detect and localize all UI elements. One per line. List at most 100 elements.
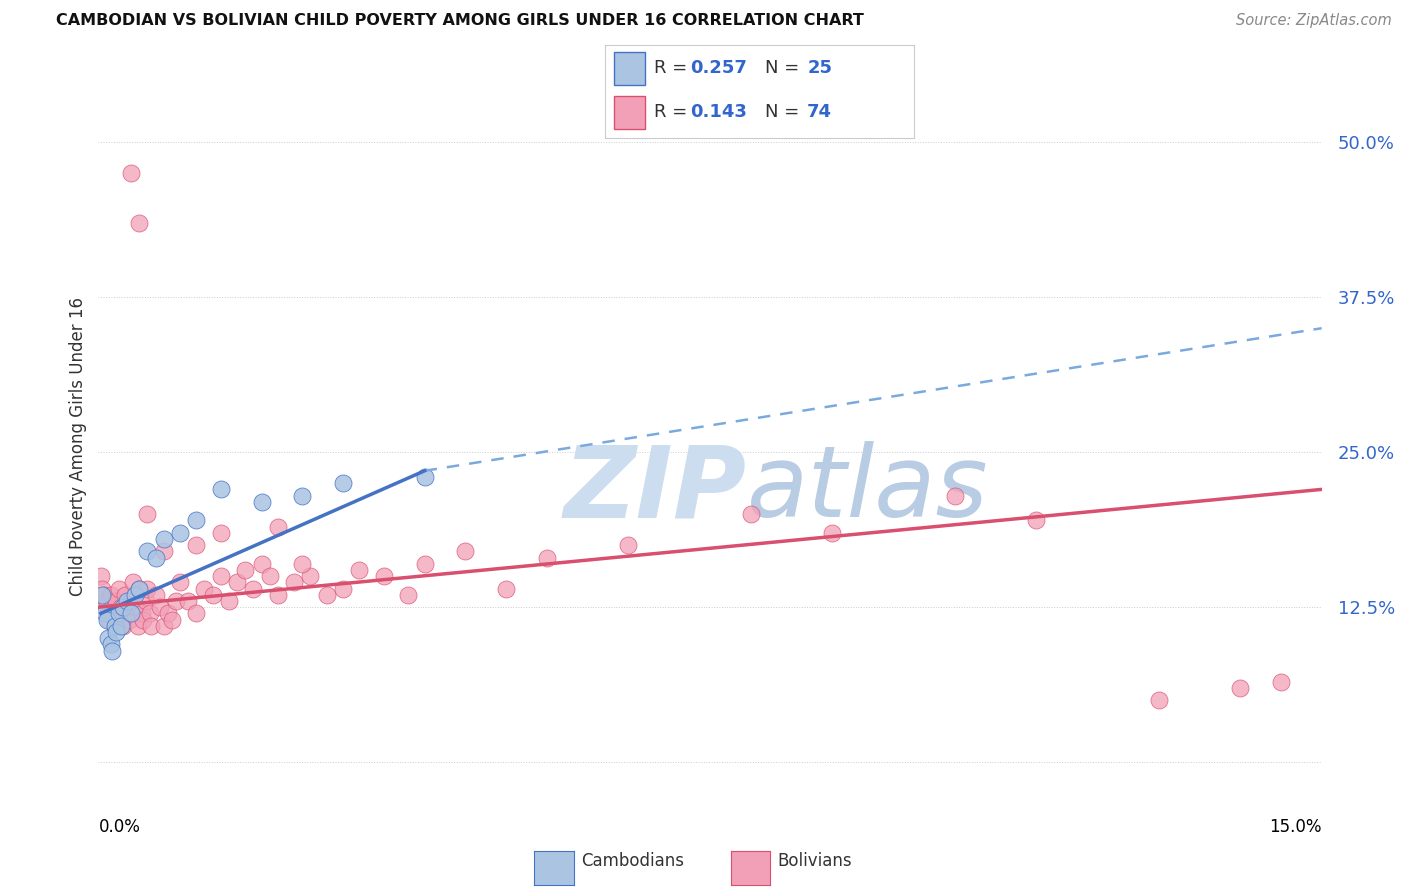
- Point: [209, 483, 232, 497]
- Point: [110, 619, 132, 633]
- Point: [120, 607, 142, 621]
- Point: [124, 588, 146, 602]
- Bar: [614, 96, 645, 129]
- Point: [136, 582, 159, 596]
- Point: [98, 613, 121, 627]
- Point: [233, 563, 256, 577]
- Point: [91, 588, 114, 602]
- Point: [250, 557, 273, 571]
- Point: [136, 544, 159, 558]
- Text: CAMBODIAN VS BOLIVIAN CHILD POVERTY AMONG GIRLS UNDER 16 CORRELATION CHART: CAMBODIAN VS BOLIVIAN CHILD POVERTY AMON…: [56, 13, 865, 29]
- Text: 74: 74: [807, 103, 832, 120]
- Point: [413, 557, 436, 571]
- Point: [115, 607, 138, 621]
- Point: [111, 619, 134, 633]
- Bar: [614, 52, 645, 85]
- Point: [821, 525, 844, 540]
- Point: [169, 575, 191, 590]
- Text: Source: ZipAtlas.com: Source: ZipAtlas.com: [1236, 13, 1392, 29]
- Text: N =: N =: [765, 60, 806, 78]
- Point: [332, 582, 354, 596]
- Point: [315, 588, 337, 602]
- Point: [118, 613, 141, 627]
- Point: [740, 507, 762, 521]
- Point: [1147, 693, 1170, 707]
- Point: [96, 594, 118, 608]
- Point: [100, 637, 122, 651]
- Text: 0.143: 0.143: [690, 103, 747, 120]
- Point: [186, 607, 208, 621]
- Point: [104, 619, 127, 633]
- Point: [156, 607, 179, 621]
- Text: 0.0%: 0.0%: [98, 818, 141, 836]
- Point: [110, 600, 132, 615]
- Point: [127, 619, 149, 633]
- Point: [226, 575, 249, 590]
- Point: [186, 513, 208, 527]
- Text: 0.257: 0.257: [690, 60, 747, 78]
- Point: [94, 607, 117, 621]
- Point: [267, 519, 290, 533]
- Point: [349, 563, 371, 577]
- Point: [145, 588, 167, 602]
- Point: [454, 544, 477, 558]
- Point: [108, 582, 131, 596]
- Point: [209, 525, 232, 540]
- Point: [108, 607, 131, 621]
- Point: [128, 582, 150, 596]
- Y-axis label: Child Poverty Among Girls Under 16: Child Poverty Among Girls Under 16: [69, 296, 87, 596]
- Point: [120, 166, 142, 180]
- Point: [90, 569, 112, 583]
- Point: [186, 538, 208, 552]
- Point: [152, 544, 174, 558]
- Point: [1270, 674, 1292, 689]
- Point: [332, 476, 354, 491]
- Point: [105, 594, 128, 608]
- Point: [115, 594, 138, 608]
- Point: [177, 594, 200, 608]
- Point: [283, 575, 305, 590]
- Point: [93, 588, 115, 602]
- Point: [120, 594, 142, 608]
- Point: [101, 607, 124, 621]
- Point: [209, 569, 232, 583]
- Text: R =: R =: [654, 103, 693, 120]
- Point: [165, 594, 187, 608]
- Text: R =: R =: [654, 60, 693, 78]
- Point: [136, 507, 159, 521]
- Point: [104, 619, 127, 633]
- Point: [617, 538, 640, 552]
- Point: [131, 607, 153, 621]
- Point: [101, 643, 124, 657]
- Point: [291, 557, 314, 571]
- Point: [536, 550, 558, 565]
- Text: Cambodians: Cambodians: [581, 852, 683, 870]
- Text: ZIP: ZIP: [564, 442, 747, 539]
- Point: [160, 613, 183, 627]
- Point: [124, 600, 146, 615]
- Point: [201, 588, 224, 602]
- Point: [135, 594, 157, 608]
- Point: [299, 569, 322, 583]
- Point: [149, 600, 172, 615]
- Point: [91, 582, 114, 596]
- Point: [94, 600, 117, 615]
- Point: [152, 619, 174, 633]
- Point: [128, 216, 150, 230]
- Point: [97, 631, 120, 645]
- Point: [495, 582, 517, 596]
- Point: [139, 607, 162, 621]
- Point: [111, 600, 134, 615]
- Point: [97, 607, 120, 621]
- Point: [242, 582, 264, 596]
- Text: N =: N =: [765, 103, 806, 120]
- Text: atlas: atlas: [747, 442, 988, 539]
- Point: [132, 613, 155, 627]
- Point: [943, 489, 966, 503]
- Point: [396, 588, 419, 602]
- Point: [105, 624, 128, 639]
- Text: Bolivians: Bolivians: [778, 852, 852, 870]
- Text: 15.0%: 15.0%: [1270, 818, 1322, 836]
- Point: [152, 532, 174, 546]
- Point: [193, 582, 215, 596]
